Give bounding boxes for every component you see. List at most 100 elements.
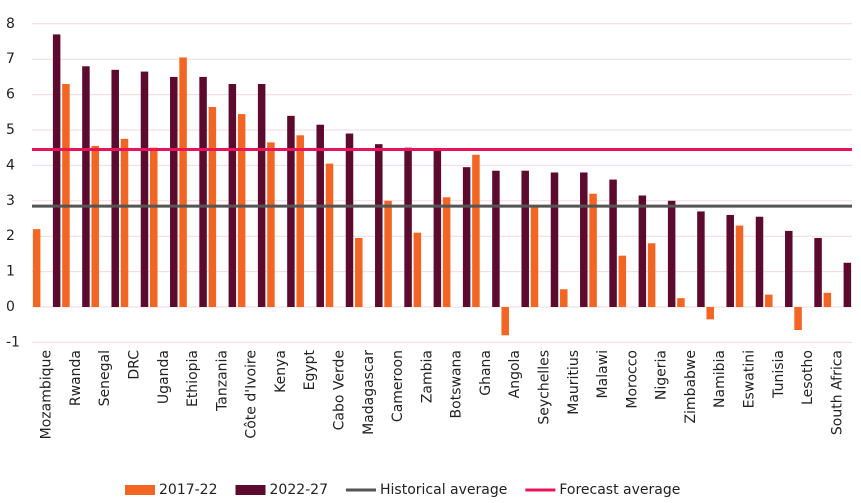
bar — [501, 307, 509, 336]
x-tick-label: Namibia — [712, 350, 728, 408]
bar — [120, 138, 129, 307]
x-tick-label: Kenya — [273, 350, 289, 393]
bar — [375, 144, 383, 307]
y-tick-label: 8 — [6, 16, 15, 32]
x-tick-label: Zambia — [419, 350, 435, 403]
bar — [237, 114, 246, 307]
legend-label: Historical average — [380, 482, 507, 498]
bar — [472, 154, 480, 307]
bar — [589, 193, 597, 307]
bar — [580, 172, 588, 307]
bar — [697, 211, 705, 307]
x-tick-label: Ethiopia — [185, 350, 201, 407]
bar — [32, 229, 41, 307]
y-tick-label: 4 — [6, 157, 15, 173]
x-tick-label: Mozambique — [39, 350, 55, 439]
bar — [765, 294, 773, 307]
bar — [345, 133, 354, 307]
x-tick-label: Angola — [507, 350, 523, 398]
y-tick-label: 0 — [6, 299, 15, 315]
bar — [150, 147, 158, 307]
x-tick-label: Côte d'Ivoire — [244, 350, 260, 439]
bar — [82, 66, 90, 307]
y-tick-label: 1 — [6, 264, 15, 280]
legend-label: 2017-22 — [159, 482, 218, 498]
x-tick-label: Zimbabwe — [683, 350, 699, 424]
bar — [647, 243, 656, 307]
y-tick-label: 2 — [6, 228, 15, 244]
bar — [785, 230, 793, 307]
bar — [755, 216, 764, 307]
bar — [638, 195, 647, 307]
x-tick-label: Eswatini — [742, 350, 758, 408]
bar — [550, 172, 559, 307]
y-tick-label: -1 — [6, 334, 20, 350]
x-tick-label: Cabo Verde — [332, 350, 348, 430]
bar — [843, 262, 852, 307]
bar — [267, 142, 275, 307]
x-tick-label: Nigeria — [654, 350, 670, 400]
bar — [170, 76, 178, 308]
y-tick-label: 3 — [6, 193, 15, 209]
bar — [91, 145, 99, 307]
bar — [823, 292, 832, 307]
legend-swatch — [235, 485, 266, 495]
bar — [228, 83, 237, 307]
bar — [726, 214, 734, 307]
bar — [404, 147, 412, 307]
bar — [462, 167, 471, 307]
bar — [609, 179, 617, 307]
bar — [814, 237, 822, 307]
x-tick-label: Tanzania — [214, 350, 230, 412]
x-tick-label: Senegal — [97, 350, 113, 406]
bar — [433, 149, 442, 307]
bar — [355, 237, 363, 307]
x-tick-label: Madagascar — [361, 350, 377, 435]
y-tick-label: 5 — [6, 122, 15, 138]
x-tick-label: Morocco — [624, 350, 640, 409]
x-tick-label: Botswana — [449, 350, 465, 418]
bar — [413, 232, 422, 307]
bar — [52, 34, 61, 308]
bar — [316, 124, 324, 307]
bar — [492, 170, 500, 307]
bar — [618, 255, 627, 307]
bar — [287, 115, 295, 307]
bar — [794, 307, 802, 331]
legend-label: Forecast average — [559, 482, 680, 498]
bar — [199, 76, 207, 308]
bar — [521, 170, 529, 307]
x-tick-label: DRC — [127, 350, 143, 380]
bar — [677, 298, 685, 307]
x-tick-label: Mauritius — [566, 350, 582, 415]
bar — [560, 289, 568, 307]
x-tick-label: Ghana — [478, 350, 494, 396]
bar — [735, 225, 744, 307]
x-tick-label: Malawi — [595, 350, 611, 398]
x-tick-label: Seychelles — [537, 350, 553, 425]
bar — [296, 135, 304, 307]
bar — [442, 197, 451, 307]
x-tick-label: Rwanda — [68, 350, 84, 406]
bar — [179, 57, 187, 308]
x-tick-label: Tunisia — [771, 350, 787, 399]
x-tick-label: Lesotho — [800, 350, 816, 405]
x-tick-label: South Africa — [829, 350, 845, 435]
bar — [530, 206, 539, 307]
bar — [257, 83, 266, 307]
y-tick-label: 6 — [6, 87, 15, 103]
bar — [62, 83, 70, 307]
x-tick-label: Cameroon — [390, 350, 406, 422]
x-tick-label: Egypt — [302, 350, 318, 391]
legend-label: 2022-27 — [270, 482, 329, 498]
legend-swatch — [125, 485, 155, 495]
bar — [325, 163, 334, 307]
bar — [706, 307, 714, 320]
bar — [667, 200, 676, 307]
x-tick-label: Uganda — [156, 350, 172, 404]
bar — [140, 71, 149, 307]
y-tick-label: 7 — [6, 51, 15, 67]
bar — [384, 200, 392, 307]
bar — [111, 69, 119, 307]
